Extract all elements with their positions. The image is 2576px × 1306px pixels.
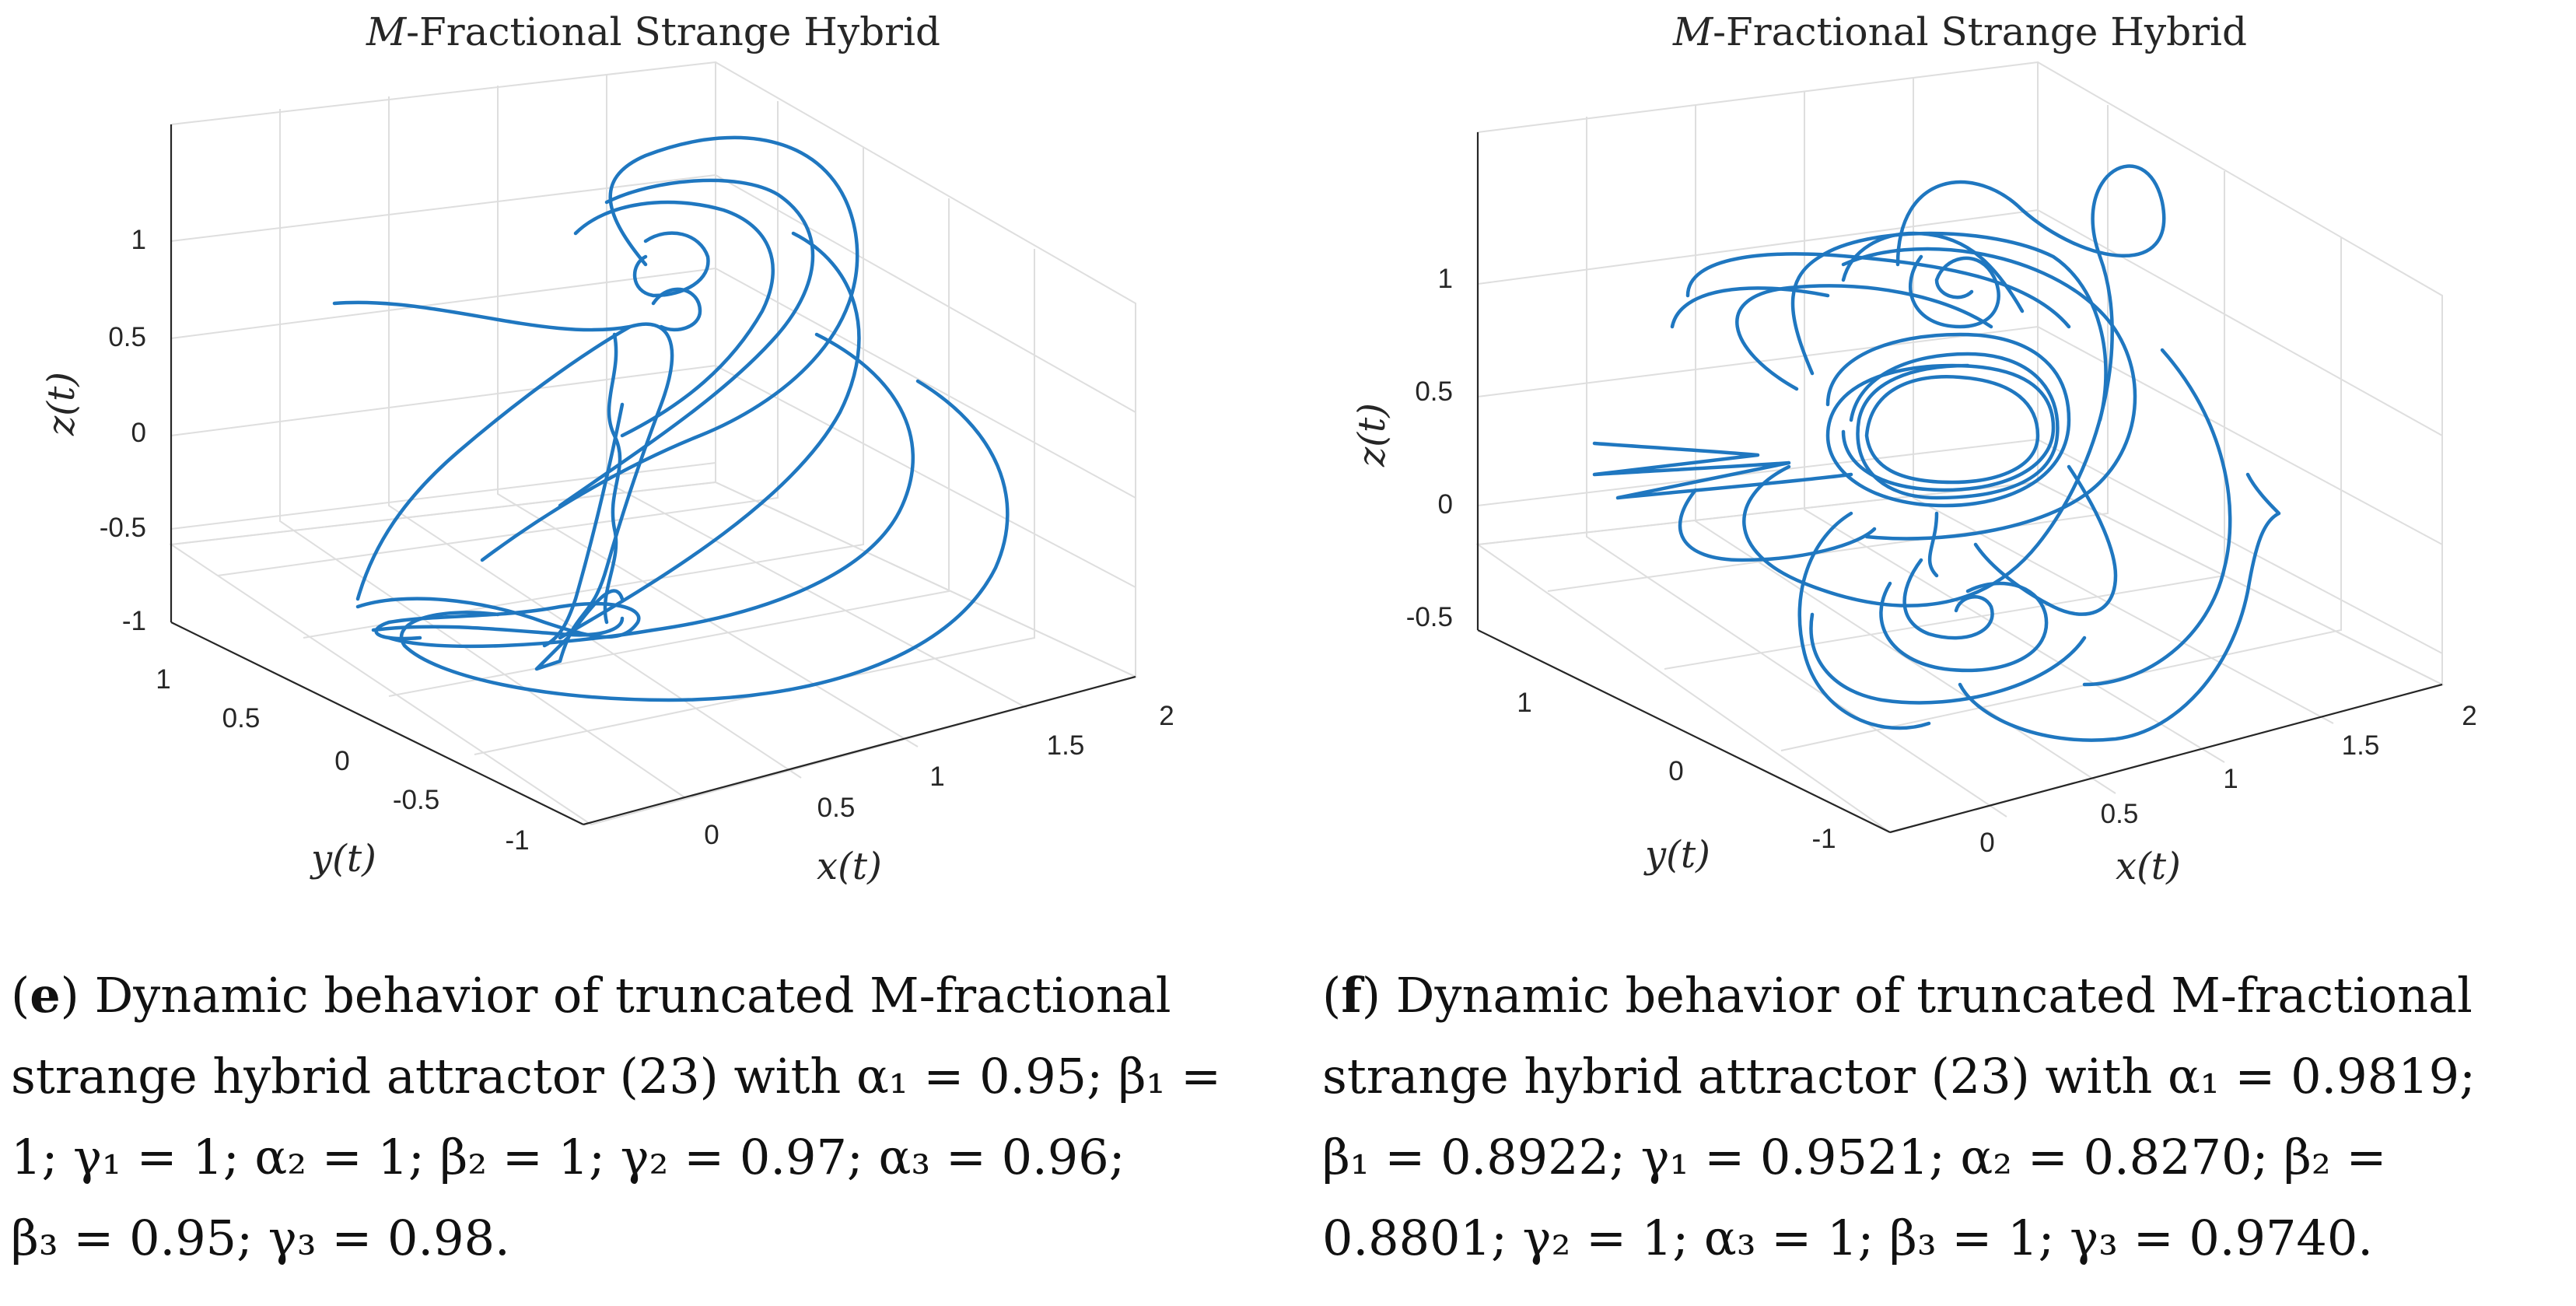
chart-f-trajectory-segment bbox=[1809, 612, 2087, 705]
chart-f-x-tick: 0 bbox=[1979, 828, 1994, 858]
chart-e-trajectory-segment bbox=[480, 135, 859, 562]
chart-e-z-tick: 0 bbox=[131, 418, 146, 448]
chart-e-trajectory-segment bbox=[387, 332, 915, 649]
chart-e-x-tick: 1.5 bbox=[1047, 730, 1085, 761]
chart-f: M-Fractional Strange Hybrid 1 0.5 0 -0.5… bbox=[1350, 9, 2477, 888]
chart-e-x-tick: 0.5 bbox=[817, 793, 856, 823]
chart-e-floor bbox=[169, 481, 1138, 826]
chart-e-gridlines bbox=[170, 74, 1136, 798]
chart-f-title: M-Fractional Strange Hybrid bbox=[1672, 9, 2247, 54]
caption-f-line: (f) Dynamic behavior of truncated M-frac… bbox=[1322, 967, 2473, 1024]
chart-f-x-tick: 1 bbox=[2223, 764, 2238, 794]
chart-f-x-tick: 0.5 bbox=[2101, 799, 2139, 829]
chart-e-trajectory bbox=[332, 135, 1010, 702]
caption-e: (e) Dynamic behavior of truncated M-frac… bbox=[11, 955, 1271, 1279]
chart-f-y-label: y(t) bbox=[1643, 833, 1710, 877]
chart-f-trajectory-segment bbox=[1825, 332, 2071, 508]
chart-f-trajectory-segment bbox=[1678, 488, 1877, 562]
chart-e-trajectory-segment bbox=[355, 597, 641, 641]
chart-f-trajectory-segment bbox=[1670, 286, 1830, 329]
caption-f-label: f bbox=[1341, 967, 1362, 1024]
chart-f-x-tick: 1.5 bbox=[2342, 730, 2380, 761]
chart-f-z-tick: -0.5 bbox=[1406, 602, 1453, 632]
chart-f-y-axis bbox=[1477, 629, 1891, 833]
chart-f-trajectory-segment bbox=[2082, 348, 2232, 687]
chart-f-side-wall bbox=[2037, 61, 2443, 686]
chart-e-z-label: z(t) bbox=[40, 372, 83, 436]
chart-f-trajectory-segment bbox=[1790, 231, 2108, 422]
chart-f-trajectory-segment bbox=[1797, 511, 1931, 730]
chart-e-z-tick: 1 bbox=[131, 225, 146, 255]
chart-f-trajectory-segment bbox=[1879, 581, 2049, 673]
chart-e-x-tick: 0 bbox=[704, 820, 719, 850]
chart-f-trajectory bbox=[1592, 164, 2281, 742]
caption-e-line: 1; γ₁ = 1; α₂ = 1; β₂ = 1; γ₂ = 0.97; α₃… bbox=[11, 1129, 1125, 1185]
caption-f: (f) Dynamic behavior of truncated M-frac… bbox=[1322, 955, 2567, 1279]
chart-f-x-tick: 2 bbox=[2462, 701, 2476, 731]
chart-f-x-label: x(t) bbox=[2116, 845, 2181, 888]
chart-f-trajectory-segment bbox=[1592, 441, 1853, 500]
chart-e-trajectory-segment bbox=[651, 287, 702, 332]
chart-e-y-tick: 1 bbox=[156, 664, 170, 695]
chart-f-y-tick: -1 bbox=[1811, 824, 1836, 854]
caption-f-line: strange hybrid attractor (23) with α₁ = … bbox=[1322, 1048, 2476, 1105]
chart-f-trajectory-segment bbox=[1973, 464, 2118, 616]
chart-e-trajectory-segment bbox=[558, 231, 861, 640]
chart-e-trajectory-segment bbox=[399, 379, 1010, 702]
chart-e-y-tick: 0.5 bbox=[222, 703, 261, 734]
chart-e-trajectory-segment bbox=[603, 332, 622, 625]
chart-f-y-tick: 1 bbox=[1517, 688, 1531, 718]
chart-e-trajectory-segment bbox=[558, 178, 815, 508]
caption-f-line: 0.8801; γ₂ = 1; α₃ = 1; β₃ = 1; γ₃ = 0.9… bbox=[1322, 1210, 2374, 1266]
chart-f-trajectory-segment bbox=[1958, 472, 2281, 742]
caption-f-line-text: Dynamic behavior of truncated M-fraction… bbox=[1395, 967, 2473, 1024]
chart-e-trajectory-segment bbox=[542, 402, 625, 648]
chart-e-trajectory-segment bbox=[332, 300, 674, 671]
chart-f-x-axis bbox=[1889, 683, 2443, 834]
chart-e-trajectory-segment bbox=[632, 231, 710, 298]
chart-f-trajectory-segment bbox=[1902, 558, 1994, 640]
chart-f-z-tick: 0 bbox=[1438, 489, 1453, 520]
chart-e-y-tick: 0 bbox=[334, 746, 349, 776]
chart-f-trajectory-segment bbox=[1849, 352, 2060, 500]
chart-e-y-tick: -1 bbox=[505, 825, 529, 856]
chart-e-x-label: x(t) bbox=[817, 845, 882, 888]
caption-e-line: (e) Dynamic behavior of truncated M-frac… bbox=[11, 967, 1171, 1024]
chart-e-title: M-Fractional Strange Hybrid bbox=[366, 9, 940, 54]
chart-f-gridlines bbox=[1477, 78, 2443, 818]
chart-f-trajectory-segment bbox=[1735, 284, 1993, 391]
caption-e-line: β₃ = 0.95; γ₃ = 0.98. bbox=[11, 1210, 510, 1266]
chart-e-x-tick: 1 bbox=[929, 762, 944, 792]
chart-f-z-label: z(t) bbox=[1350, 403, 1394, 467]
chart-e-y-tick: -0.5 bbox=[393, 785, 439, 815]
chart-f-z-tick: 0.5 bbox=[1415, 376, 1453, 407]
chart-e: M-Fractional Strange Hybrid 1 0.5 bbox=[40, 9, 1174, 888]
chart-f-trajectory-segment bbox=[1841, 247, 2137, 541]
chart-e-z-tick: 0.5 bbox=[108, 322, 146, 352]
chart-e-x-tick: 2 bbox=[1159, 701, 1174, 731]
chart-e-trajectory-segment bbox=[371, 616, 625, 637]
chart-f-z-tick: 1 bbox=[1438, 264, 1453, 294]
chart-f-trajectory-segment bbox=[1908, 254, 2000, 329]
chart-e-x-axis bbox=[583, 675, 1136, 826]
caption-e-line-text: Dynamic behavior of truncated M-fraction… bbox=[94, 967, 1171, 1024]
chart-e-z-tick: -0.5 bbox=[100, 513, 146, 543]
chart-f-y-tick: 0 bbox=[1668, 756, 1683, 786]
caption-f-line: β₁ = 0.8922; γ₁ = 0.9521; α₂ = 0.8270; β… bbox=[1322, 1129, 2387, 1185]
caption-e-label: e bbox=[30, 967, 61, 1024]
chart-e-z-tick: -1 bbox=[122, 606, 146, 636]
chart-f-trajectory-segment bbox=[1685, 252, 2071, 329]
chart-e-trajectory-segment bbox=[355, 324, 632, 601]
chart-e-y-label: y(t) bbox=[310, 837, 376, 881]
chart-f-trajectory-segment bbox=[1864, 375, 2040, 485]
chart-f-trajectory-segment bbox=[1742, 164, 2166, 607]
chart-f-trajectory-segment bbox=[1927, 511, 1939, 578]
chart-e-trajectory-segment bbox=[573, 200, 775, 438]
chart-e-y-axis bbox=[170, 621, 584, 825]
caption-e-line: strange hybrid attractor (23) with α₁ = … bbox=[11, 1048, 1222, 1105]
